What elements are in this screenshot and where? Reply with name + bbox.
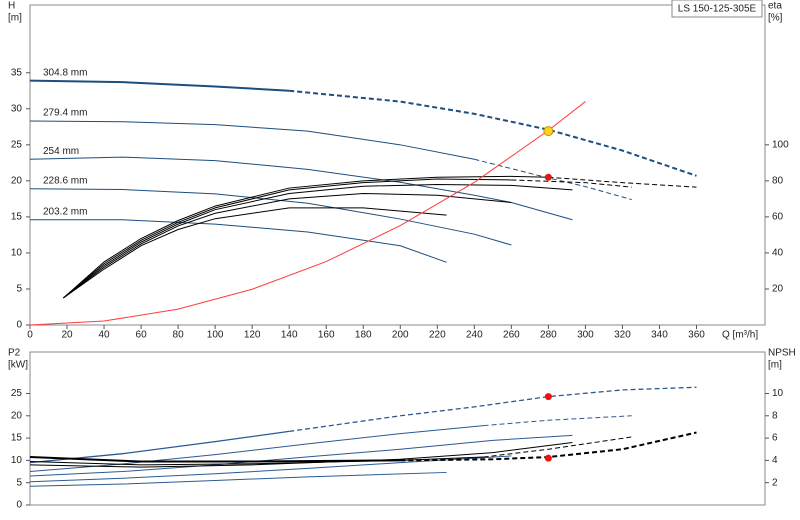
- y-tick-label: 5: [16, 284, 22, 295]
- y-tick-label: 35: [11, 67, 23, 78]
- y-axis-unit: [kW]: [8, 360, 28, 371]
- curve: [29, 456, 401, 463]
- x-tick-label: 360: [688, 330, 705, 341]
- y2-tick-label: 8: [772, 410, 778, 421]
- operating-point: [544, 173, 552, 181]
- y2-axis-unit: [m]: [768, 360, 782, 371]
- x-axis-label: Q [m³/h]: [722, 330, 758, 341]
- x-tick-label: 20: [61, 330, 73, 341]
- curve: [63, 183, 573, 299]
- x-tick-label: 180: [355, 330, 372, 341]
- curve: [29, 442, 573, 468]
- y2-tick-label: 20: [772, 284, 784, 295]
- y2-tick-label: 10: [772, 388, 784, 399]
- y-tick-label: 25: [11, 139, 23, 150]
- x-tick-label: 100: [207, 330, 224, 341]
- curve: [474, 158, 632, 201]
- y-tick-label: 0: [16, 500, 22, 511]
- y2-tick-label: 6: [772, 433, 778, 444]
- y2-axis-label: NPSH: [768, 348, 796, 359]
- plot-frame: [29, 4, 766, 326]
- x-tick-label: 280: [540, 330, 557, 341]
- curve: [63, 207, 447, 299]
- curve-label: 254 mm: [43, 146, 79, 157]
- curve: [63, 178, 512, 299]
- x-tick-label: 220: [429, 330, 446, 341]
- y2-tick-label: 60: [772, 212, 784, 223]
- x-tick-label: 200: [392, 330, 409, 341]
- y2-axis-label: eta: [768, 1, 782, 12]
- y-tick-label: 30: [11, 103, 23, 114]
- x-tick-label: 60: [136, 330, 148, 341]
- y-axis-label: H: [8, 1, 15, 12]
- plot-frame: [29, 351, 766, 506]
- y2-tick-label: 80: [772, 175, 784, 186]
- x-tick-label: 80: [173, 330, 185, 341]
- curve-label: 228.6 mm: [43, 175, 87, 186]
- curve: [29, 455, 512, 483]
- x-tick-label: 240: [466, 330, 483, 341]
- operating-point: [544, 393, 552, 401]
- y-tick-label: 20: [11, 410, 23, 421]
- x-tick-label: 320: [614, 330, 631, 341]
- operating-point: [544, 454, 552, 462]
- curve-label: 304.8 mm: [43, 67, 87, 78]
- chart-title: LS 150-125-305E: [678, 4, 757, 15]
- curve: [289, 89, 697, 177]
- y-tick-label: 20: [11, 175, 23, 186]
- x-tick-label: 260: [503, 330, 520, 341]
- curve: [29, 79, 290, 92]
- curve: [29, 425, 484, 473]
- y2-tick-label: 4: [772, 455, 778, 466]
- curve: [511, 179, 632, 188]
- x-tick-label: 40: [98, 330, 110, 341]
- curve: [63, 192, 512, 299]
- curve: [29, 156, 573, 221]
- x-tick-label: 120: [244, 330, 261, 341]
- y-tick-label: 25: [11, 388, 23, 399]
- x-tick-label: 160: [318, 330, 335, 341]
- curve: [29, 101, 586, 326]
- x-tick-label: 340: [651, 330, 668, 341]
- y-tick-label: 5: [16, 477, 22, 488]
- y-tick-label: 10: [11, 455, 23, 466]
- curve-label: 279.4 mm: [43, 108, 87, 119]
- y-axis-unit: [m]: [8, 13, 22, 24]
- curve: [29, 188, 512, 246]
- operating-point: [543, 126, 554, 137]
- y-tick-label: 10: [11, 248, 23, 259]
- curve: [29, 120, 475, 160]
- y-axis-label: P2: [8, 348, 21, 359]
- curve: [483, 436, 632, 458]
- y-tick-label: 15: [11, 433, 23, 444]
- y2-tick-label: 2: [772, 477, 778, 488]
- curve: [548, 176, 697, 188]
- curve: [62, 175, 549, 299]
- curve: [289, 386, 697, 433]
- curve-label: 203.2 mm: [43, 206, 87, 217]
- x-tick-label: 300: [577, 330, 594, 341]
- curve: [29, 456, 484, 466]
- x-tick-label: 140: [281, 330, 298, 341]
- y-tick-label: 0: [16, 320, 22, 331]
- curve: [29, 471, 447, 487]
- x-tick-label: 0: [27, 330, 33, 341]
- title-box: [671, 0, 763, 18]
- y2-tick-label: 40: [772, 248, 784, 259]
- curve: [30, 219, 447, 263]
- curve: [29, 434, 573, 477]
- curve: [483, 415, 632, 427]
- y2-tick-label: 100: [772, 139, 789, 150]
- y-tick-label: 15: [11, 212, 23, 223]
- y2-axis-unit: [%]: [768, 13, 783, 24]
